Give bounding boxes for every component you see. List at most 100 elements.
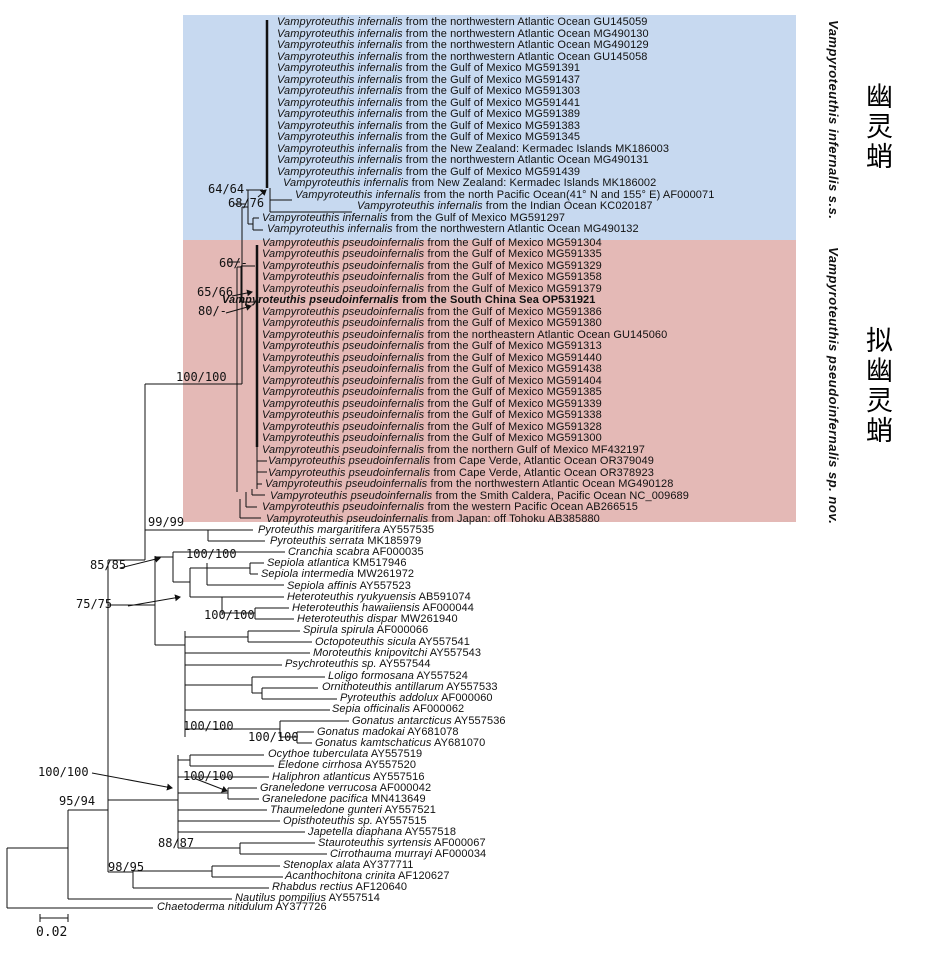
- taxon-label: Stauroteuthis syrtensis AF000067: [318, 836, 486, 849]
- support-value: 99/99: [148, 515, 185, 529]
- taxon-label: Vampyroteuthis pseudoinfernalis from the…: [262, 386, 602, 398]
- taxon-label: Vampyroteuthis infernalis from the north…: [277, 50, 648, 63]
- taxon-label: Vampyroteuthis pseudoinfernalis from the…: [262, 328, 668, 341]
- taxon-label: Pyroteuthis serrata MK185979: [270, 534, 422, 547]
- support-value: 85/85: [90, 558, 127, 572]
- support-value: 65/66: [197, 285, 234, 299]
- taxon-label: Sepiola atlantica KM517946: [267, 557, 407, 569]
- taxon-label: Vampyroteuthis infernalis from the north…: [295, 188, 715, 201]
- side-label-pseudoinfernalis-latin: Vampyroteuthis pseudoinfernalis sp. nov.: [826, 247, 841, 525]
- taxon-label: Loligo formosana AY557524: [328, 669, 468, 682]
- taxon-label: Cirrothauma murrayi AF000034: [330, 848, 487, 860]
- taxon-label: Rhabdus rectius AF120640: [272, 881, 408, 893]
- taxon-label: Vampyroteuthis pseudoinfernalis from Jap…: [266, 512, 600, 525]
- taxon-label: Vampyroteuthis infernalis from the north…: [267, 223, 639, 235]
- taxon-label: Vampyroteuthis pseudoinfernalis from the…: [262, 351, 602, 364]
- taxon-label: Sepia officinalis AF000062: [332, 703, 465, 715]
- side-label-infernalis-latin: Vampyroteuthis infernalis s.s.: [826, 20, 841, 220]
- taxon-label: Sepiola intermedia MW261972: [261, 568, 415, 580]
- taxon-label: Vampyroteuthis infernalis from the Gulf …: [277, 62, 581, 74]
- taxon-label: Vampyroteuthis pseudoinfernalis from Cap…: [268, 466, 654, 479]
- support-value: 100/100: [248, 730, 299, 744]
- taxon-label: Heteroteuthis dispar MW261940: [297, 613, 458, 625]
- support-value: 68/76: [228, 196, 265, 210]
- support-value: 100/100: [38, 765, 89, 779]
- taxon-label: Vampyroteuthis infernalis from the New Z…: [277, 142, 670, 155]
- taxon-label: Opisthoteuthis sp. AY557515: [283, 814, 427, 827]
- taxon-label: Heteroteuthis hawaiiensis AF000044: [292, 601, 474, 614]
- node-pointer-arrow: [195, 778, 228, 793]
- taxon-label: Vampyroteuthis pseudoinfernalis from the…: [222, 294, 596, 306]
- taxon-label: Vampyroteuthis pseudoinfernalis from the…: [262, 409, 602, 421]
- taxon-label: Vampyroteuthis infernalis from the north…: [277, 16, 648, 28]
- taxon-label: Pyroteuthis margaritifera AY557535: [258, 523, 435, 536]
- taxon-label: Vampyroteuthis infernalis from the north…: [277, 39, 649, 51]
- support-value: 100/100: [186, 547, 237, 561]
- taxon-label: Vampyroteuthis pseudoinfernalis from the…: [262, 248, 602, 260]
- support-value: 88/87: [158, 836, 195, 850]
- support-value: 100/100: [204, 608, 255, 622]
- support-value: 100/100: [176, 370, 227, 384]
- taxon-label: Vampyroteuthis pseudoinfernalis from the…: [262, 271, 602, 283]
- taxon-label: Vampyroteuthis pseudoinfernalis from the…: [262, 397, 602, 410]
- taxon-label: Vampyroteuthis pseudoinfernalis from the…: [262, 282, 602, 295]
- taxon-label: Haliphron atlanticus AY557516: [272, 770, 425, 783]
- support-value: 64/64: [208, 182, 245, 196]
- taxon-label: Vampyroteuthis pseudoinfernalis from the…: [262, 317, 602, 329]
- taxon-label: Vampyroteuthis pseudoinfernalis from the…: [262, 420, 602, 433]
- taxon-label: Vampyroteuthis infernalis from New Zeala…: [283, 177, 657, 189]
- taxon-label: Vampyroteuthis infernalis from the Gulf …: [277, 96, 581, 109]
- taxon-label: Vampyroteuthis pseudoinfernalis from the…: [262, 236, 602, 249]
- clade-highlight: [183, 240, 796, 522]
- clade-highlight: [183, 15, 796, 240]
- support-value: 60/-: [219, 256, 248, 270]
- taxon-label: Gonatus kamtschaticus AY681070: [315, 737, 486, 749]
- taxon-label: Gonatus madokai AY681078: [317, 725, 459, 738]
- taxon-label: Vampyroteuthis infernalis from the Gulf …: [277, 119, 581, 132]
- taxon-label: Ornithoteuthis antillarum AY557533: [322, 680, 498, 693]
- taxon-label: Vampyroteuthis infernalis from the Gulf …: [277, 85, 581, 97]
- taxon-label: Eledone cirrhosa AY557520: [278, 759, 417, 771]
- taxon-label: Stenoplax alata AY377711: [283, 859, 414, 871]
- taxon-label: Heteroteuthis ryukyuensis AB591074: [287, 590, 471, 603]
- taxon-label: Thaumeledone gunteri AY557521: [270, 803, 436, 816]
- taxon-label: Vampyroteuthis pseudoinfernalis from the…: [270, 489, 689, 502]
- taxon-label: Vampyroteuthis pseudoinfernalis from the…: [262, 259, 602, 272]
- node-pointer-arrow: [225, 303, 252, 314]
- taxon-label: Octopoteuthis sicula AY557541: [315, 635, 470, 648]
- side-label-infernalis-chinese: 幽灵蛸: [862, 82, 892, 172]
- support-value: 100/100: [183, 769, 234, 783]
- taxon-label: Vampyroteuthis pseudoinfernalis from the…: [262, 305, 602, 318]
- taxon-label: Pyroteuthis addolux AF000060: [340, 692, 493, 704]
- taxon-label: Vampyroteuthis pseudoinfernalis from Cap…: [268, 455, 654, 467]
- taxon-label: Vampyroteuthis infernalis from the north…: [277, 154, 649, 166]
- taxon-label: Vampyroteuthis infernalis from the Gulf …: [277, 165, 581, 178]
- taxon-label: Vampyroteuthis pseudoinfernalis from the…: [265, 478, 674, 490]
- taxon-label: Graneledone pacifica MN413649: [262, 792, 426, 805]
- taxon-label: Vampyroteuthis infernalis from the Gulf …: [277, 73, 581, 86]
- taxon-label: Gonatus antarcticus AY557536: [352, 714, 506, 727]
- taxon-label: Psychroteuthis sp. AY557544: [285, 658, 431, 670]
- taxon-label: Spirula spirula AF000066: [303, 624, 429, 636]
- support-value: 80/-: [198, 304, 227, 318]
- taxon-label: Vampyroteuthis pseudoinfernalis from the…: [262, 432, 602, 444]
- taxon-label: Japetella diaphana AY557518: [308, 825, 457, 838]
- taxon-label: Vampyroteuthis pseudoinfernalis from the…: [262, 443, 645, 456]
- node-pointer-arrow: [91, 772, 173, 791]
- taxon-label: Sepiola affinis AY557523: [287, 579, 411, 592]
- taxon-label: Vampyroteuthis pseudoinfernalis from the…: [262, 363, 602, 375]
- taxon-label: Ocythoe tuberculata AY557519: [268, 748, 423, 760]
- taxon-label: Vampyroteuthis infernalis from the Gulf …: [262, 211, 566, 224]
- support-value: 98/95: [108, 860, 145, 874]
- node-pointer-arrow: [231, 289, 253, 297]
- support-value: 95/94: [59, 794, 96, 808]
- taxon-label: Vampyroteuthis infernalis from the India…: [357, 200, 653, 212]
- scale-bar-label: 0.02: [36, 925, 68, 940]
- node-pointer-arrow: [127, 594, 181, 607]
- taxon-label: Graneledone verrucosa AF000042: [260, 781, 432, 794]
- taxon-label: Acanthochitona crinita AF120627: [285, 870, 450, 882]
- taxon-label: Vampyroteuthis infernalis from the Gulf …: [277, 131, 581, 143]
- taxon-label: Vampyroteuthis pseudoinfernalis from the…: [262, 374, 602, 387]
